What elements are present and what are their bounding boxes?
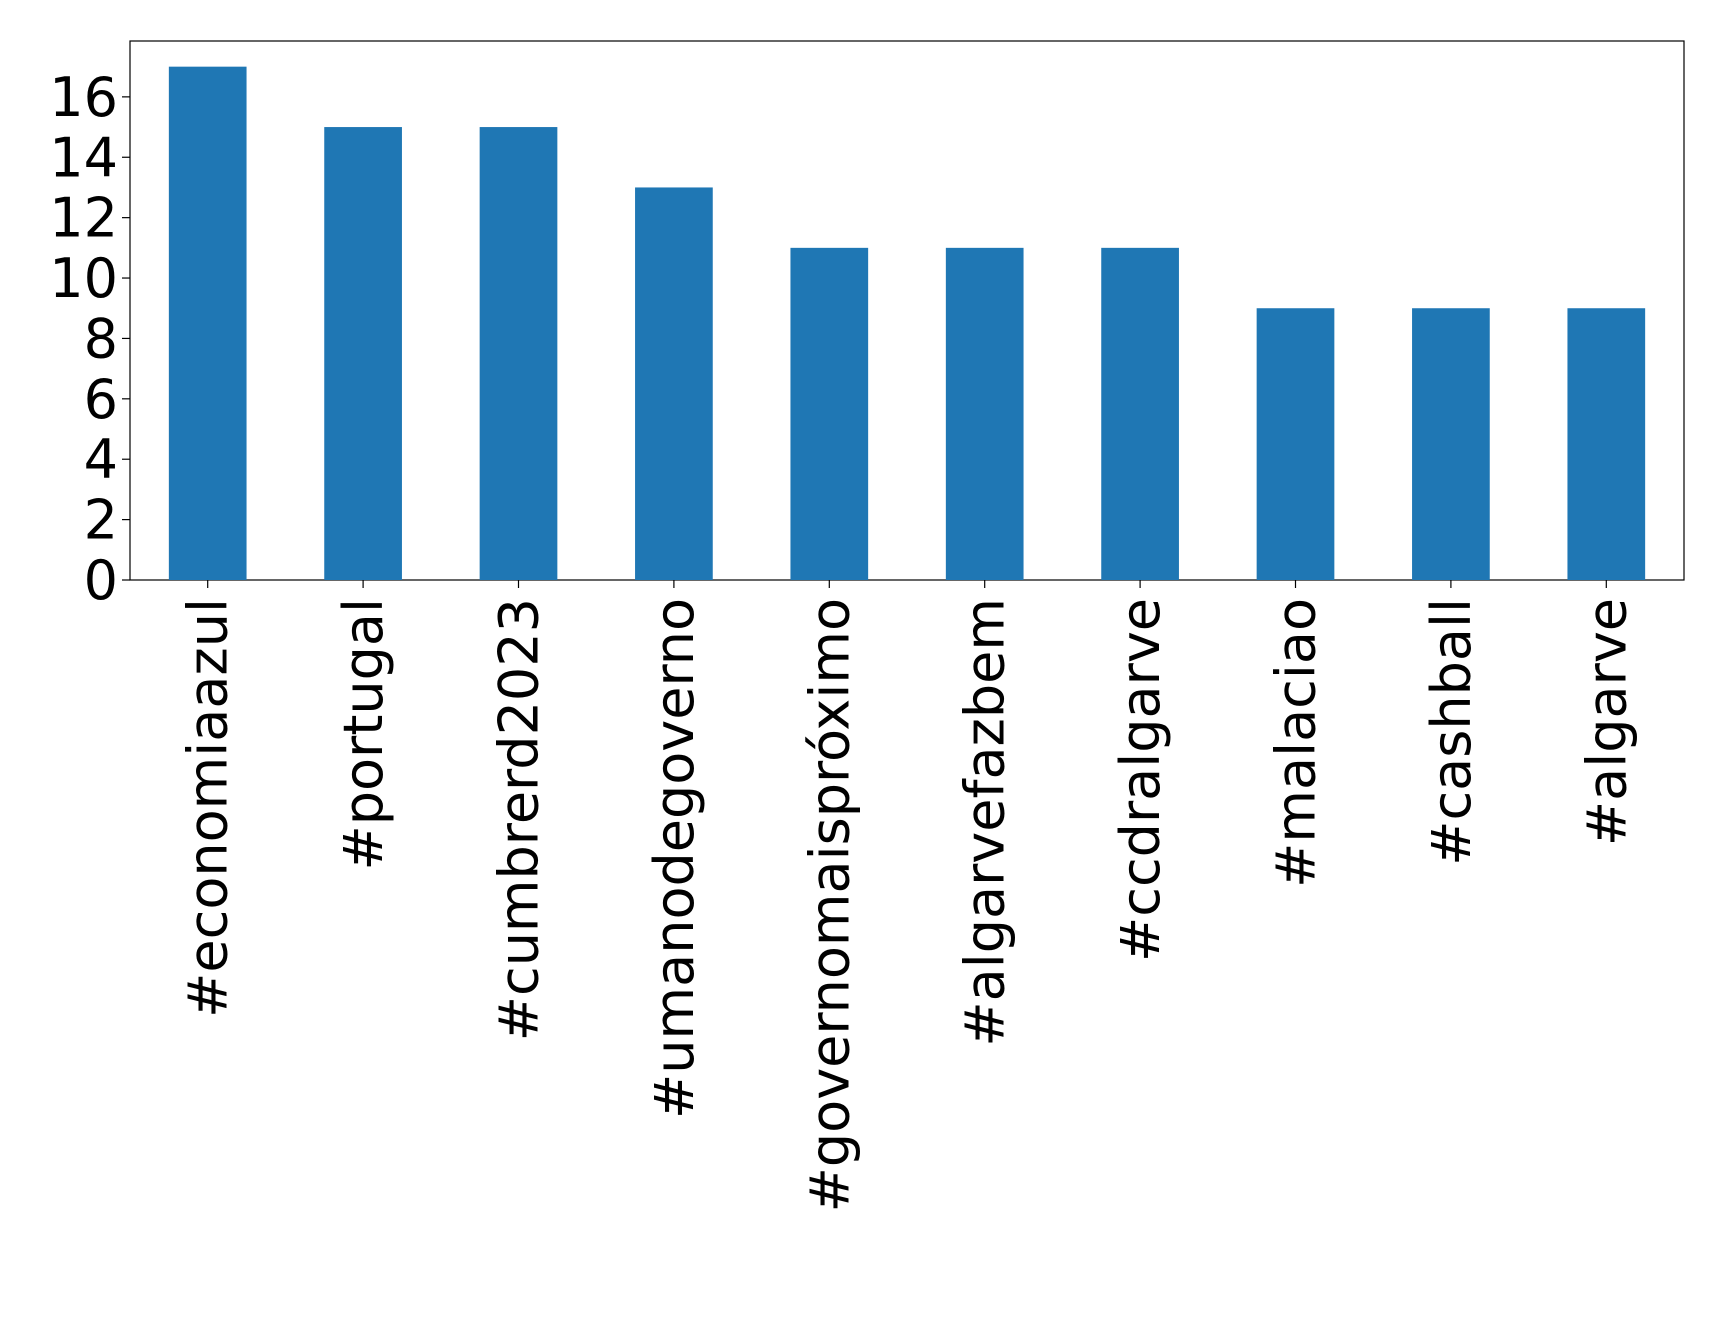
y-tick-label: 0 [84,549,118,612]
x-tick-label: #economiaazul [177,598,240,1018]
bar [635,187,713,580]
y-tick-label: 10 [49,247,118,310]
y-tick-label: 14 [49,126,118,189]
x-tick-label: #cashball [1420,598,1483,866]
y-tick-label: 2 [84,489,118,552]
y-tick-label: 16 [49,66,118,129]
bar [1412,308,1490,580]
y-tick-label: 8 [84,307,118,370]
x-tick-label: #algarve [1575,598,1638,846]
x-tick-label: #ccdralgarve [1109,598,1172,962]
x-tick-label: #algarvefazbem [954,598,1017,1047]
x-tick-label: #malaciao [1265,598,1328,888]
bar [479,127,558,580]
bar [1101,247,1179,580]
x-tick-label: #governomaispróximo [798,598,861,1212]
y-tick-label: 12 [49,187,118,250]
bar [324,127,402,580]
bar [1256,308,1335,580]
y-tick-label: 6 [84,368,118,431]
bar [1567,308,1646,580]
bar [790,247,869,580]
x-tick-label: #cumbrerd2023 [488,598,551,1041]
x-tick-label: #portugal [332,598,395,871]
plot-frame [129,40,1685,581]
x-tick-label: #umanodegoverno [643,598,706,1119]
y-tick-label: 4 [84,428,118,491]
bar [168,66,247,580]
bar [945,247,1024,580]
